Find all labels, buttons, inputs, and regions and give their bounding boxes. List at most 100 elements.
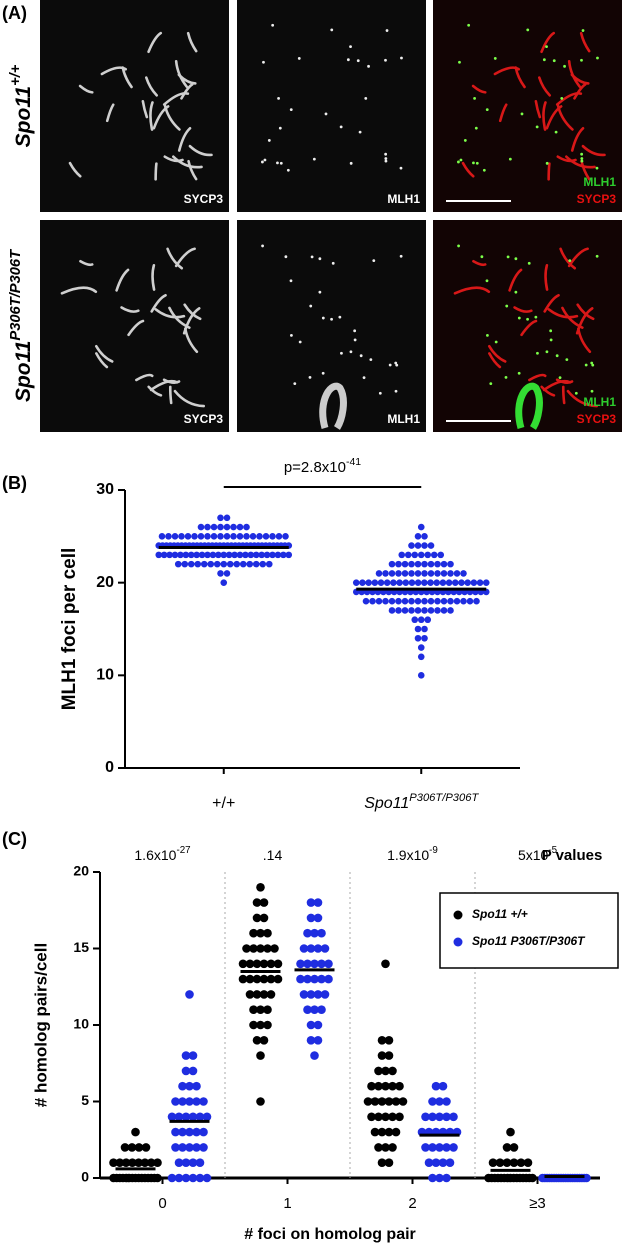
chromosome-axis	[60, 286, 98, 295]
chromosome-axis	[565, 155, 596, 169]
x-tick-label-base: ≥3	[529, 1195, 546, 1212]
data-point	[121, 1158, 131, 1167]
data-point	[417, 672, 425, 679]
chromosome-axis	[154, 308, 186, 319]
data-point	[266, 959, 276, 969]
chromosome-axis	[78, 84, 94, 94]
x-tick-label: 1	[283, 1195, 291, 1212]
chromosome-axis	[472, 259, 487, 267]
focus	[279, 161, 283, 165]
panel-label: (B)	[2, 473, 27, 493]
focus	[554, 130, 558, 134]
data-point	[263, 1005, 272, 1014]
data-point	[146, 1158, 156, 1167]
focus	[349, 45, 352, 49]
data-point	[204, 523, 211, 531]
row-label-base: Spo11	[12, 341, 35, 402]
data-point	[217, 570, 224, 577]
data-point	[453, 597, 461, 605]
x-axis-title: # foci on homolog pair	[244, 1226, 416, 1243]
focus	[494, 340, 498, 344]
data-point	[433, 579, 441, 586]
data-point	[202, 1112, 212, 1122]
data-point	[259, 913, 269, 923]
p-value-base: 1.9x10	[387, 847, 429, 863]
chromosome-axis	[540, 385, 556, 397]
focus	[508, 157, 512, 161]
data-point	[187, 551, 195, 559]
data-point	[374, 1081, 383, 1091]
data-point	[460, 570, 467, 577]
data-point	[185, 1097, 194, 1106]
focus	[580, 58, 583, 62]
data-point	[306, 898, 316, 907]
data-point	[398, 551, 406, 559]
data-point	[320, 990, 330, 999]
y-tick-label: 10	[96, 667, 114, 684]
data-point	[243, 533, 250, 540]
data-point	[217, 533, 224, 540]
data-point	[438, 1158, 448, 1167]
data-point	[421, 1112, 430, 1122]
chromosome-axis	[154, 162, 158, 181]
chromosome-axis	[544, 264, 549, 291]
data-point	[401, 560, 409, 568]
data-point	[120, 1143, 130, 1152]
focus	[552, 59, 556, 63]
data-point	[384, 1127, 394, 1137]
data-point	[199, 1097, 208, 1106]
focus	[473, 96, 476, 100]
data-point	[258, 551, 265, 559]
data-point	[269, 551, 276, 559]
focus	[276, 161, 279, 165]
panel-label: (A)	[2, 3, 27, 23]
data-point	[320, 944, 330, 953]
focus	[298, 340, 302, 344]
focus	[549, 338, 553, 342]
data-point	[435, 1112, 444, 1122]
focus	[310, 255, 314, 259]
focus	[378, 391, 382, 395]
data-point	[435, 1097, 444, 1106]
chromosome-axis	[147, 385, 163, 397]
focus	[560, 97, 564, 100]
x-tick-label-base: 0	[158, 1195, 166, 1212]
data-point	[421, 597, 428, 605]
data-point	[440, 560, 448, 568]
data-point	[377, 1051, 387, 1060]
data-point	[266, 990, 276, 999]
data-point	[303, 928, 312, 938]
data-point	[390, 579, 397, 586]
chromosome-axis	[182, 307, 201, 335]
focus	[388, 363, 392, 367]
focus	[545, 45, 548, 49]
chromosome-axis	[547, 162, 551, 181]
data-point	[408, 542, 415, 549]
data-point	[313, 944, 323, 953]
data-point	[275, 533, 283, 540]
data-point	[388, 1066, 397, 1076]
focus	[278, 126, 282, 130]
data-point	[447, 560, 454, 568]
focus	[359, 354, 363, 358]
focus	[485, 279, 489, 283]
data-point	[266, 974, 276, 984]
micrograph	[433, 0, 622, 212]
focus	[399, 254, 403, 258]
data-point	[236, 523, 244, 531]
data-point	[411, 551, 419, 559]
data-point	[165, 533, 172, 540]
data-point	[207, 560, 215, 568]
data-point	[408, 579, 416, 586]
data-point	[424, 1158, 434, 1167]
data-point	[414, 597, 422, 605]
focus	[595, 166, 599, 170]
data-point	[306, 990, 316, 999]
data-point	[242, 551, 249, 559]
data-point	[427, 597, 435, 605]
data-point	[263, 1020, 272, 1030]
focus	[457, 160, 460, 164]
data-point	[395, 597, 402, 605]
focus	[321, 371, 325, 375]
micrograph	[237, 220, 426, 432]
